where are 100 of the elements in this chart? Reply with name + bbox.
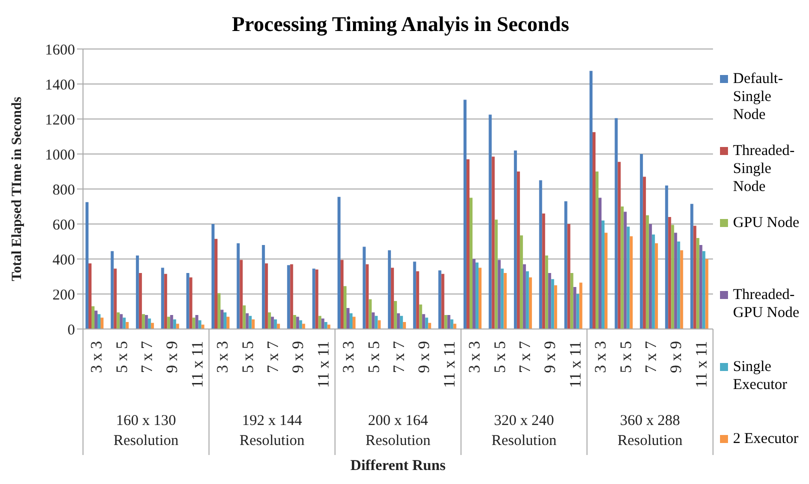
legend-label: Threaded-Single Node [733,142,796,196]
bar [236,243,240,329]
bar [170,315,174,329]
x-tick-label: 9 x 9 [668,341,686,373]
x-tick-label: 5 x 5 [240,341,257,373]
bar [654,243,658,329]
bar [368,299,372,329]
bar [447,315,450,329]
text: 200 x 164 Resolution [365,413,431,449]
bar [573,287,576,329]
bar [116,312,120,329]
bar [186,273,190,329]
bar [402,322,406,329]
y-tick-label: 1600 [45,42,75,58]
bar [161,268,164,329]
bar [86,202,89,329]
legend-label: 2 Executor [733,430,798,448]
bar [614,118,618,329]
legend-label: Default-Single Node [733,70,784,124]
legend-label: Threaded-GPU Node [733,286,800,322]
bar [498,260,501,329]
bar [554,285,558,329]
bar [522,264,526,329]
bar [500,268,504,329]
bar [374,316,378,329]
bar [240,260,243,329]
legend-label: Single Executor [733,358,788,394]
bar [665,186,668,329]
bar [92,306,95,329]
y-axis-title: Total Elapsed TIme in Seconds [10,96,25,282]
bar [88,263,92,329]
bar [114,268,117,329]
bar [167,316,170,329]
bar [262,245,265,329]
bar [346,308,350,329]
bar [598,198,602,329]
bar [620,206,624,329]
bar [226,316,230,329]
bar [246,313,249,329]
x-tick-label: 9 x 9 [416,341,434,373]
x-tick-label: 7 x 7 [391,341,408,373]
bar [618,162,621,329]
bar [677,242,680,329]
bar [218,293,221,329]
bar [340,260,344,329]
bar [590,70,593,329]
bar [248,316,252,329]
bar [321,318,324,329]
bar [699,245,702,329]
y-tick-label: 1400 [45,77,75,94]
text: 320 x 240 Resolution [491,413,557,449]
y-tick-label: 1000 [45,147,75,164]
bar [476,262,479,329]
x-tick-label: 11 x 11 [315,341,332,388]
bar [648,224,652,329]
bar [642,176,646,329]
bar [400,316,403,329]
bar [299,320,302,329]
bar [425,318,428,329]
bar [100,318,104,329]
x-tick-label: 7 x 7 [643,341,660,373]
bar [542,214,546,329]
bar [189,277,192,329]
bar [640,154,643,329]
chart-title: Processing Timing Analyis in Seconds [230,12,570,37]
bar [142,314,145,329]
bar [324,322,328,329]
y-tick-label: 200 [52,287,75,304]
bar [352,316,356,329]
bar [287,265,290,329]
bar [422,314,426,329]
legend-label: GPU Node [733,214,800,232]
bar [390,268,394,329]
bar [494,220,498,329]
bar [602,220,605,329]
x-tick-label: 9 x 9 [542,341,560,373]
bar [148,318,151,329]
x-tick-label: 11 x 11 [189,341,206,388]
text: 192 x 144 Resolution [239,413,305,449]
bar [567,224,570,329]
x-tick-label: 7 x 7 [265,341,282,373]
bar [212,224,215,329]
bar [464,100,467,329]
bar [394,301,397,329]
x-tick-label: 7 x 7 [139,341,156,373]
bar [264,263,268,329]
bar [626,226,630,329]
y-tick-label: 600 [52,217,75,234]
bar [630,236,633,329]
bar [596,172,599,329]
bar [378,320,381,329]
bar [576,294,580,329]
x-tick-label: 5 x 5 [366,341,383,373]
bar [646,215,649,329]
bar [705,259,708,329]
bar [702,251,706,329]
x-tick-label: 3 x 3 [340,341,358,373]
bar [344,286,347,329]
x-tick-label: 9 x 9 [290,341,308,373]
x-tick-label: 3 x 3 [88,341,106,373]
